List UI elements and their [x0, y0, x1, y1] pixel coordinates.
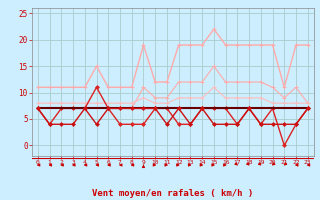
Text: Vent moyen/en rafales ( km/h ): Vent moyen/en rafales ( km/h ): [92, 189, 253, 198]
